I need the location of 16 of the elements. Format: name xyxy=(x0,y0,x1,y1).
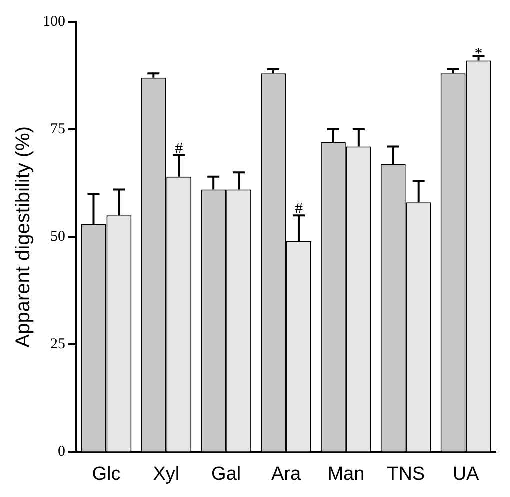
x-tick-label: UA xyxy=(452,464,480,485)
x-tick-label: Ara xyxy=(271,464,302,485)
x-tick-label: Glc xyxy=(92,464,121,485)
y-tick-label: 25 xyxy=(50,336,66,353)
y-tick-label: 100 xyxy=(43,14,66,30)
annotation: * xyxy=(474,45,483,62)
x-tick-label: Gal xyxy=(212,464,242,485)
y-tick-label: 0 xyxy=(58,444,66,460)
x-tick-label: Man xyxy=(328,464,365,485)
y-tick-label: 50 xyxy=(50,229,66,246)
annotation: # xyxy=(175,140,184,158)
annotation: # xyxy=(294,200,303,218)
x-tick-label: Xyl xyxy=(153,464,180,485)
x-tick-label: TNS xyxy=(387,464,426,485)
y-axis-title: Apparent digestibility (%) xyxy=(12,126,35,348)
y-tick-label: 75 xyxy=(50,121,66,138)
